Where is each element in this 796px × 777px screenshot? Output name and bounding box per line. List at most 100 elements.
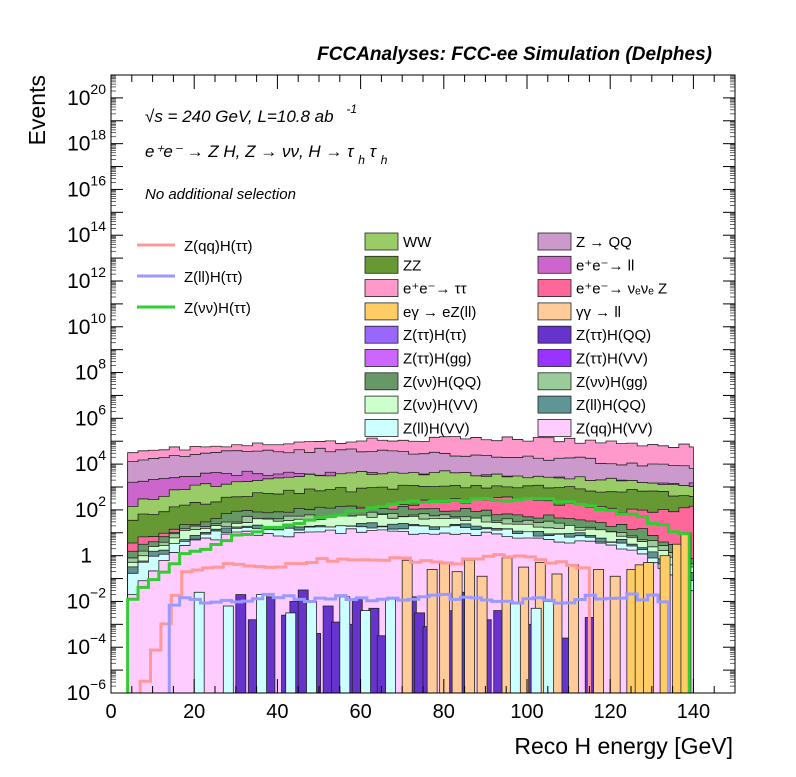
y-tick-label-10e18: 1018 (67, 127, 106, 156)
y-tick-base: 10 (75, 362, 98, 385)
legend-box-z-qq (537, 232, 572, 251)
sparse-bin-z-ll-h-vv-10 (543, 601, 555, 694)
process-sub-2: h (381, 153, 388, 167)
legend-box-z-h-qq (364, 372, 399, 391)
legend-box-label-e-e-ll: e⁺e⁻→ ll (576, 257, 634, 274)
legend-box-label-z-h: Z(ττ)H(ττ) (403, 327, 467, 344)
y-tick-exponent: 16 (90, 172, 106, 188)
x-axis-label: Reco H energy [GeV] (514, 733, 733, 759)
sparse-bin-ll-3 (451, 571, 463, 694)
sparse-bin-z-ll-h-vv-9 (530, 607, 542, 694)
legend-box-label-e-ez-ll: eγ → eZ(ll) (403, 304, 476, 321)
y-tick-exponent: 14 (90, 218, 106, 234)
y-tick-exponent: 4 (98, 447, 106, 463)
legend-box-z-h-gg (537, 372, 572, 391)
sparse-bin-ll-5 (476, 575, 488, 694)
y-tick-base: 10 (67, 270, 90, 293)
y-tick-label-10e-4: 10−4 (67, 630, 107, 659)
sparse-bin-z-ll-h-vv-0 (193, 591, 205, 694)
y-tick-label-10e12: 1012 (67, 264, 106, 293)
y-tick-label-1e: 1 (80, 545, 92, 568)
legend-box-label-z-h-qq: Z(ττ)H(QQ) (576, 327, 651, 344)
legend-box-z-qq-h-vv (537, 418, 572, 437)
process-sub-1: h (358, 153, 365, 167)
sparse-bin-z-ll-h-vv-1 (222, 605, 234, 694)
legend-box-z-h-vv (364, 395, 399, 414)
legend-box-e-e-z (537, 279, 572, 298)
legend-box-e-ez-ll (364, 302, 399, 321)
y-tick-label-10e4: 104 (75, 447, 106, 476)
y-tick-exponent: 20 (90, 81, 106, 97)
y-tick-base: 10 (75, 499, 98, 522)
y-tick-label-10e16: 1016 (67, 172, 106, 201)
sparse-bin-z-ll-h-vv-3 (285, 612, 297, 694)
x-tick-label-80: 80 (433, 701, 455, 723)
legend-box-label-z-qq-h-vv: Z(qq)H(VV) (576, 420, 653, 437)
sparse-bin-ll-12 (609, 575, 621, 694)
sparse-bin-ll-0 (401, 559, 413, 694)
legend-box-e-e-ll (537, 255, 572, 274)
sparse-bin-z-ll-h-vv-8 (509, 603, 521, 694)
legend-box-zz (364, 255, 399, 274)
legend-box-z-h (364, 325, 399, 344)
x-tick-label-60: 60 (349, 701, 371, 723)
axes: 0 20 40 60 80 100 120 14010−610−410−21102104106… (67, 74, 736, 723)
y-tick-label-10e20: 1020 (67, 81, 106, 110)
y-tick-label-10e2: 102 (75, 493, 106, 522)
legend-box-label-zz: ZZ (403, 257, 421, 274)
y-tick-base: 10 (67, 87, 90, 110)
sqrt-s-text: √s = 240 GeV, L=10.8 ab (145, 107, 334, 126)
y-tick-exponent: −2 (90, 584, 106, 600)
legend-box-label-z-h-qq: Z(νν)H(QQ) (403, 374, 481, 391)
y-tick-base: 10 (67, 316, 90, 339)
y-tick-exponent: 18 (90, 127, 106, 143)
y-tick-exponent: 8 (98, 356, 106, 372)
y-tick-exponent: 10 (90, 310, 106, 326)
legend-box-label-z-h-gg: Z(ττ)H(gg) (403, 351, 472, 368)
x-tick-label-20: 20 (183, 701, 205, 723)
legend-line-label-z-ll-h: Z(ll)H(ττ) (184, 269, 243, 286)
y-axis-label: Events (24, 75, 50, 145)
legend-box-e-e (364, 279, 399, 298)
sparse-bin-ll-1 (426, 569, 438, 694)
legend-box-label-ww: WW (403, 234, 432, 251)
legend-box-ll (537, 302, 572, 321)
legend-line-label-z-h: Z(νν)H(ττ) (184, 300, 251, 317)
y-tick-exponent: 12 (90, 264, 106, 280)
signal-line-z-qq-h (138, 553, 591, 693)
x-tick-label-0: 0 (105, 701, 116, 723)
sparse-bin-ll-10 (568, 564, 579, 694)
y-tick-base: 10 (67, 682, 90, 705)
legend-box-label-e-e-z: e⁺e⁻→ νₑνₑ Z (576, 281, 667, 298)
chart-header: FCCAnalyses: FCC-ee Simulation (Delphes) (317, 44, 712, 65)
y-tick-exponent: 2 (98, 493, 106, 509)
y-tick-base: 10 (67, 224, 90, 247)
signal-line-z-ll-h (167, 592, 670, 693)
sparse-bin-z-ll-h-vv-2 (256, 594, 267, 694)
y-tick-exponent: −4 (90, 630, 106, 646)
y-tick-exponent: −6 (90, 676, 106, 692)
y-tick-base: 10 (67, 636, 90, 659)
sparse-bin-z-ll-h-vv-5 (339, 596, 351, 694)
y-tick-label-10e8: 108 (75, 356, 106, 385)
legend-line-label-z-qq-h: Z(qq)H(ττ) (184, 238, 253, 255)
legend-box-z-ll-h-vv (364, 418, 399, 437)
y-tick-label-10e6: 106 (75, 401, 106, 430)
process-label: e⁺e⁻ → Z H, Z → νν, H → τ h τ h (145, 142, 388, 168)
y-tick-base: 10 (67, 133, 90, 156)
sqrt-s-lumi-label: √s = 240 GeV, L=10.8 ab -1 (145, 102, 357, 126)
lumi-exponent: -1 (346, 102, 357, 116)
legend-box-label-z-h-gg: Z(νν)H(gg) (576, 374, 648, 391)
sparse-bin-z-ll-h-vv-4 (306, 601, 317, 694)
sparse-bin-z-h-qq-0 (235, 594, 247, 694)
legend-box-label-e-e: e⁺e⁻→ ττ (403, 281, 467, 298)
sparse-bin-e-ez-ll-2 (643, 562, 654, 694)
legend-box-z-h-vv (537, 349, 572, 367)
x-tick-label-120: 120 (594, 701, 627, 723)
y-tick-base: 10 (75, 407, 98, 430)
y-tick-base: 10 (67, 590, 90, 613)
sparse-bin-z-ll-h-vv-6 (360, 610, 371, 694)
legend-box-label-z-h-vv: Z(ττ)H(VV) (576, 351, 648, 368)
